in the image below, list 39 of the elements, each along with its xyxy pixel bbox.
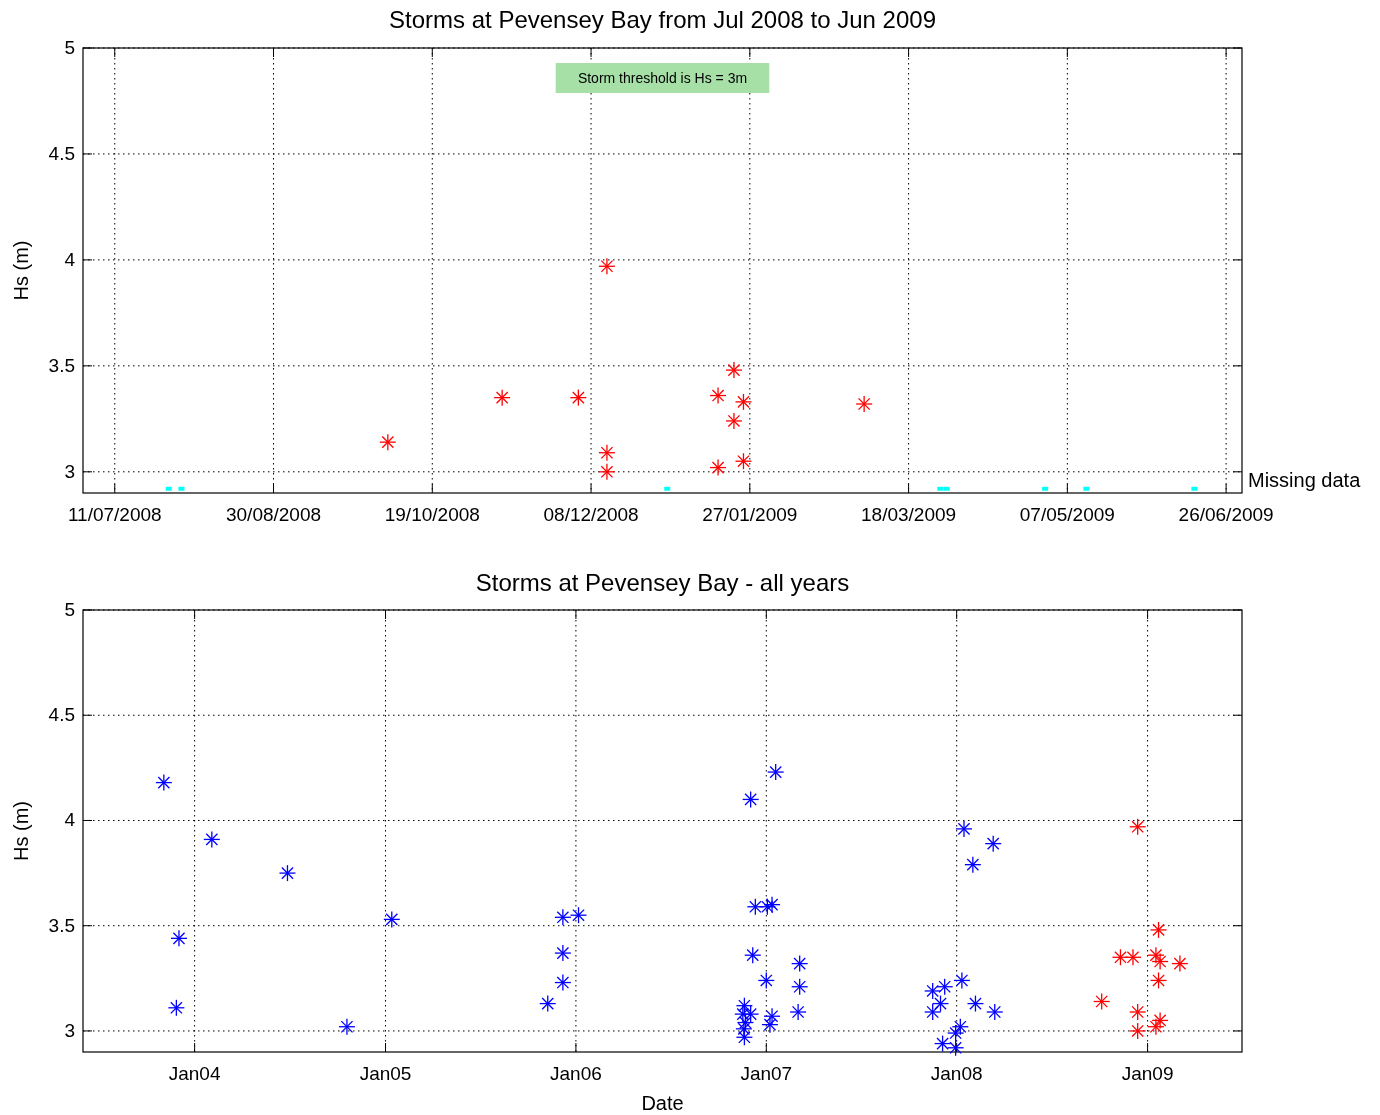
x-tick-label: Jan07	[740, 1063, 793, 1084]
x-tick-label: 30/08/2008	[225, 504, 322, 525]
point	[178, 486, 185, 491]
point	[1083, 486, 1090, 491]
x-tick-label: Jan05	[359, 1063, 412, 1084]
x-tick-label: 07/05/2009	[1019, 504, 1115, 525]
y-tick-label: 5	[64, 599, 75, 620]
y-tick-label: 4	[64, 809, 76, 831]
x-axis-title: Date	[641, 1092, 684, 1114]
x-tick-label: 26/06/2009	[1178, 504, 1274, 525]
y-tick-label: 3	[64, 1019, 75, 1041]
x-tick-label: 08/12/2008	[543, 504, 639, 525]
x-tick-label: 19/10/2008	[384, 504, 480, 525]
y-tick-label: 4.5	[48, 704, 75, 726]
point	[943, 486, 950, 491]
text: Missing data	[1248, 468, 1362, 491]
chart-title: Storms at Pevensey Bay - all years	[475, 569, 850, 596]
point	[937, 486, 944, 491]
chart-title: Storms at Pevensey Bay from Jul 2008 to Jun 2009	[389, 6, 936, 33]
y-tick-label: 4	[64, 248, 76, 270]
y-axis-title: Hs (m)	[10, 801, 32, 861]
x-tick-label: Jan08	[930, 1063, 983, 1084]
annotation: Storm threshold is Hs = 3m	[577, 70, 748, 86]
point	[1191, 486, 1198, 491]
y-tick-label: 3	[64, 460, 75, 482]
x-tick-label: Jan06	[550, 1063, 602, 1084]
point	[165, 486, 172, 491]
x-tick-label: 11/07/2008	[67, 504, 162, 525]
x-tick-label: Jan04	[168, 1063, 221, 1084]
y-tick-label: 5	[64, 37, 75, 58]
point	[664, 486, 671, 491]
y-axis-title: Hs (m)	[10, 240, 32, 301]
x-tick-label: 18/03/2009	[861, 504, 957, 525]
point	[1042, 486, 1049, 491]
y-tick-label: 3.5	[48, 354, 75, 376]
y-tick-label: 4.5	[48, 142, 75, 164]
y-tick-label: 3.5	[48, 914, 75, 936]
x-tick-label: Jan09	[1121, 1063, 1174, 1084]
x-tick-label: 27/01/2009	[702, 504, 798, 525]
